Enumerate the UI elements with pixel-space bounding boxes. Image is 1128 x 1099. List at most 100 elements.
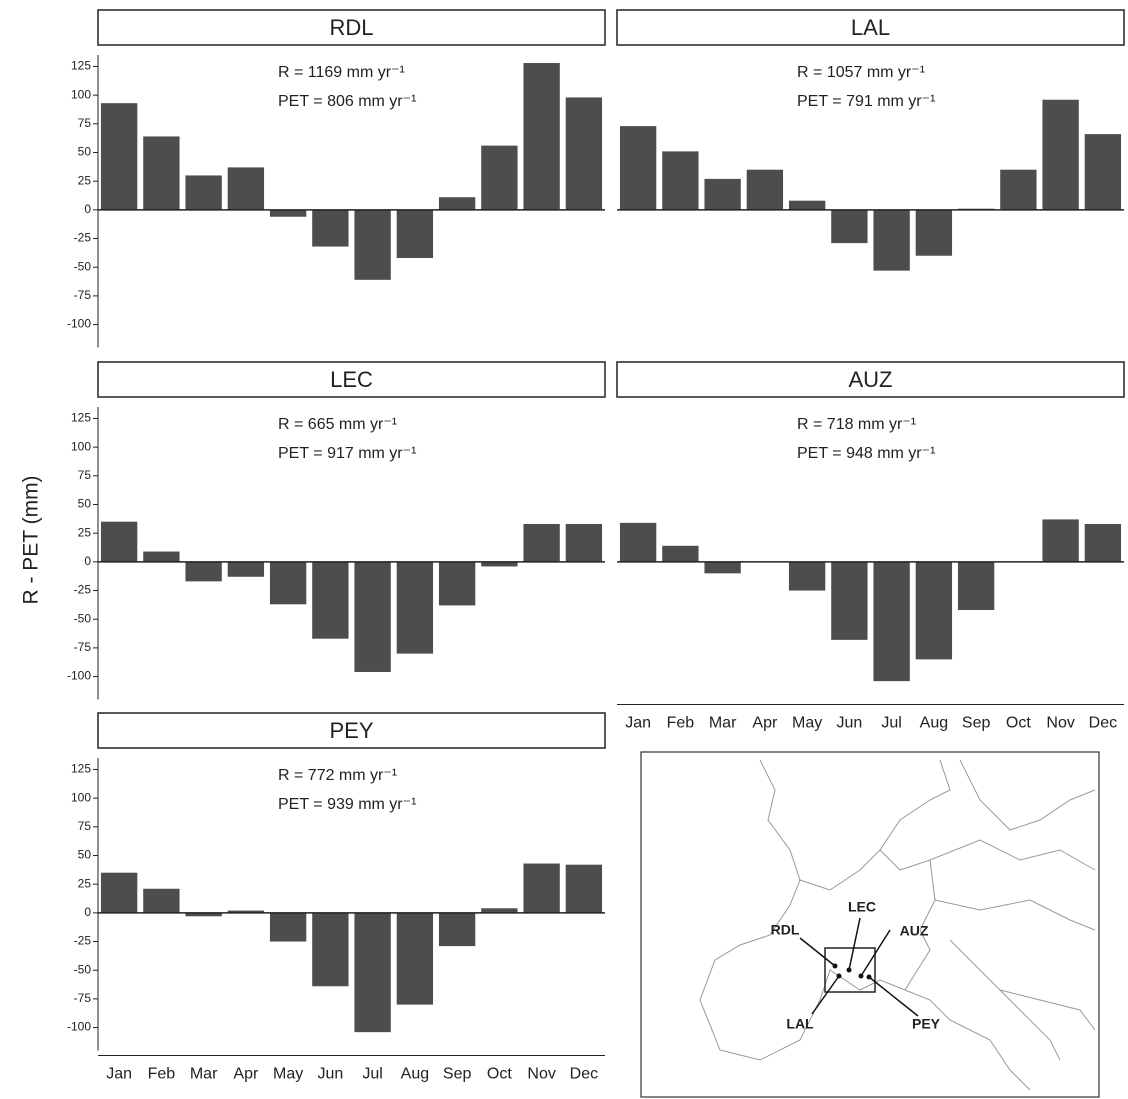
bar xyxy=(523,863,560,913)
y-tick-label: -25 xyxy=(74,231,92,245)
y-tick-label: 25 xyxy=(78,173,92,187)
y-tick-label: 25 xyxy=(78,876,92,890)
bar xyxy=(312,209,349,247)
bar xyxy=(704,561,741,574)
annotation: PET = 791 mm yr⁻¹ xyxy=(797,93,935,110)
bar xyxy=(143,888,180,913)
leader-line xyxy=(848,917,861,971)
y-tick-label: 25 xyxy=(78,525,92,539)
bar xyxy=(523,63,560,210)
bar xyxy=(438,912,476,947)
bar xyxy=(481,561,518,567)
bar xyxy=(227,167,265,210)
bar xyxy=(227,910,265,913)
panel: LAL R = 1057 mm yr⁻¹ PET = 791 mm yr⁻¹ xyxy=(616,9,1125,271)
bar xyxy=(1084,524,1122,562)
x-tick-label: Aug xyxy=(401,1066,429,1083)
leader-line xyxy=(811,975,840,1015)
border xyxy=(934,899,1096,931)
leader-line xyxy=(868,976,919,1017)
bar xyxy=(185,912,222,917)
x-tick-label: Oct xyxy=(487,1066,512,1083)
x-tick-label: May xyxy=(273,1066,303,1083)
y-tick-label: 100 xyxy=(71,439,91,453)
x-tick-label: Sep xyxy=(443,1066,472,1083)
coastline xyxy=(699,759,1031,1091)
bar xyxy=(312,912,349,987)
bar xyxy=(662,151,699,210)
bar xyxy=(831,209,868,244)
bar xyxy=(227,561,265,577)
x-tick-label: Oct xyxy=(1006,715,1031,732)
bar xyxy=(396,561,434,654)
map-label: LEC xyxy=(848,899,876,915)
y-tick-label: 100 xyxy=(71,790,91,804)
y-tick-label: -50 xyxy=(74,259,92,273)
strip xyxy=(616,9,1125,46)
panel-title: LEC xyxy=(330,367,373,392)
strip xyxy=(97,9,606,46)
coastline xyxy=(949,939,1061,1061)
bar xyxy=(565,864,603,913)
y-tick-label: 50 xyxy=(78,497,92,511)
y-tick-label: -50 xyxy=(74,611,92,625)
bar xyxy=(143,551,180,562)
y-tick-label: -75 xyxy=(74,640,92,654)
bar xyxy=(1084,134,1122,210)
x-tick-label: Jun xyxy=(836,715,862,732)
panel: PEY R = 772 mm yr⁻¹ PET = 939 mm yr⁻¹ -100 -… xyxy=(67,712,606,1083)
bar xyxy=(354,912,391,1033)
y-tick-label: 75 xyxy=(78,116,92,130)
bar xyxy=(704,178,741,210)
bar xyxy=(185,175,222,210)
bar xyxy=(354,561,391,672)
bar xyxy=(312,561,349,639)
y-tick-label: 0 xyxy=(84,202,91,216)
panel-title: AUZ xyxy=(849,367,893,392)
bar xyxy=(746,169,784,210)
x-tick-label: Nov xyxy=(1046,715,1074,732)
y-tick-label: -100 xyxy=(67,669,91,683)
x-tick-label: Nov xyxy=(527,1066,555,1083)
y-tick-label: 100 xyxy=(71,87,91,101)
bar xyxy=(523,524,560,562)
y-tick-label: 75 xyxy=(78,819,92,833)
bar xyxy=(100,103,138,210)
x-tick-label: Jan xyxy=(106,1066,132,1083)
bar xyxy=(100,521,138,562)
bar xyxy=(396,912,434,1005)
annotation: R = 718 mm yr⁻¹ xyxy=(797,416,916,433)
bar xyxy=(915,561,953,660)
y-tick-label: 0 xyxy=(84,905,91,919)
bar xyxy=(619,126,657,210)
annotation: R = 665 mm yr⁻¹ xyxy=(278,416,397,433)
bar xyxy=(873,561,910,682)
x-tick-label: Dec xyxy=(570,1066,598,1083)
y-tick-label: 50 xyxy=(78,848,92,862)
bar xyxy=(396,209,434,259)
x-tick-label: Jan xyxy=(625,715,651,732)
panel: LEC R = 665 mm yr⁻¹ PET = 917 mm yr⁻¹ -100 -… xyxy=(67,361,606,700)
bar xyxy=(565,97,603,210)
panel: AUZ R = 718 mm yr⁻¹ PET = 948 mm yr⁻¹ Jan Fe… xyxy=(616,361,1125,732)
annotation: PET = 806 mm yr⁻¹ xyxy=(278,93,416,110)
leaders xyxy=(799,917,919,1017)
x-tick-label: Mar xyxy=(709,715,737,732)
bar xyxy=(354,209,391,280)
bar xyxy=(788,561,826,591)
annotation: R = 772 mm yr⁻¹ xyxy=(278,767,397,784)
bar xyxy=(438,561,476,606)
panel-title: RDL xyxy=(329,15,373,40)
map-label: AUZ xyxy=(900,923,929,939)
map-label: LAL xyxy=(786,1016,814,1032)
map-inset: RDL LEC AUZ LAL PEY xyxy=(640,751,1100,1098)
bar xyxy=(957,561,995,611)
x-tick-label: Feb xyxy=(667,715,695,732)
bar xyxy=(269,561,307,605)
annotation: PET = 917 mm yr⁻¹ xyxy=(278,445,416,462)
y-tick-label: 50 xyxy=(78,145,92,159)
bar xyxy=(619,522,657,562)
y-tick-label: -100 xyxy=(67,317,91,331)
y-tick-label: -100 xyxy=(67,1020,91,1034)
y-tick-label: -25 xyxy=(74,583,92,597)
